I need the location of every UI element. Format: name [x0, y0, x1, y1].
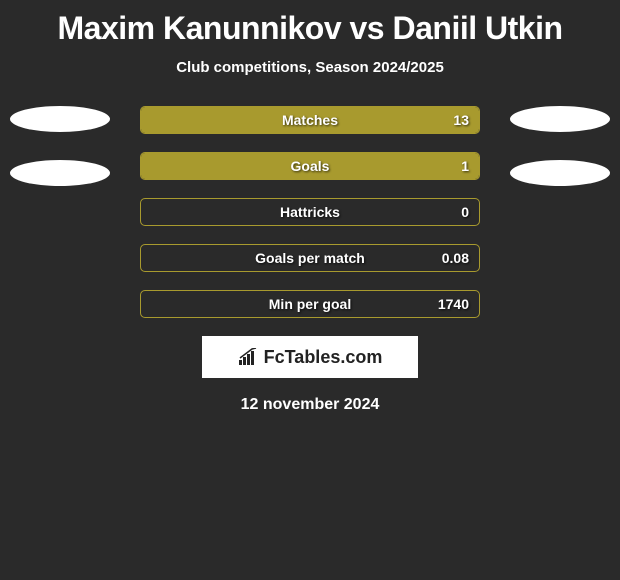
stat-bar-label: Matches — [141, 107, 479, 133]
right-ellipse — [510, 160, 610, 186]
stat-bar-label: Goals per match — [141, 245, 479, 271]
stat-bar-value: 13 — [453, 107, 469, 133]
logo-chart-icon — [238, 348, 260, 366]
vs-text: vs — [350, 10, 385, 46]
stat-bar: Matches13 — [140, 106, 480, 134]
stat-bar-label: Goals — [141, 153, 479, 179]
comparison-title: Maxim Kanunnikov vs Daniil Utkin — [0, 0, 620, 47]
stat-bar: Hattricks0 — [140, 198, 480, 226]
stat-bar: Goals per match0.08 — [140, 244, 480, 272]
logo: FcTables.com — [238, 347, 383, 368]
right-ellipses — [510, 106, 610, 214]
stat-bar-value: 1740 — [438, 291, 469, 317]
stat-bar-value: 0 — [461, 199, 469, 225]
player2-name: Daniil Utkin — [392, 10, 562, 46]
stat-bar-label: Hattricks — [141, 199, 479, 225]
stat-bar: Min per goal1740 — [140, 290, 480, 318]
stat-bar-value: 0.08 — [442, 245, 469, 271]
stat-bars: Matches13 Goals1 Hattricks0 Goals per match… — [140, 106, 480, 318]
logo-box: FcTables.com — [202, 336, 418, 378]
stat-bar-label: Min per goal — [141, 291, 479, 317]
subtitle: Club competitions, Season 2024/2025 — [0, 59, 620, 76]
logo-text: FcTables.com — [264, 347, 383, 368]
left-ellipses — [10, 106, 110, 214]
left-ellipse — [10, 106, 110, 132]
player1-name: Maxim Kanunnikov — [58, 10, 342, 46]
chart-area: Matches13 Goals1 Hattricks0 Goals per match… — [0, 106, 620, 318]
right-ellipse — [510, 106, 610, 132]
stat-bar: Goals1 — [140, 152, 480, 180]
left-ellipse — [10, 160, 110, 186]
date: 12 november 2024 — [0, 396, 620, 414]
stat-bar-value: 1 — [461, 153, 469, 179]
